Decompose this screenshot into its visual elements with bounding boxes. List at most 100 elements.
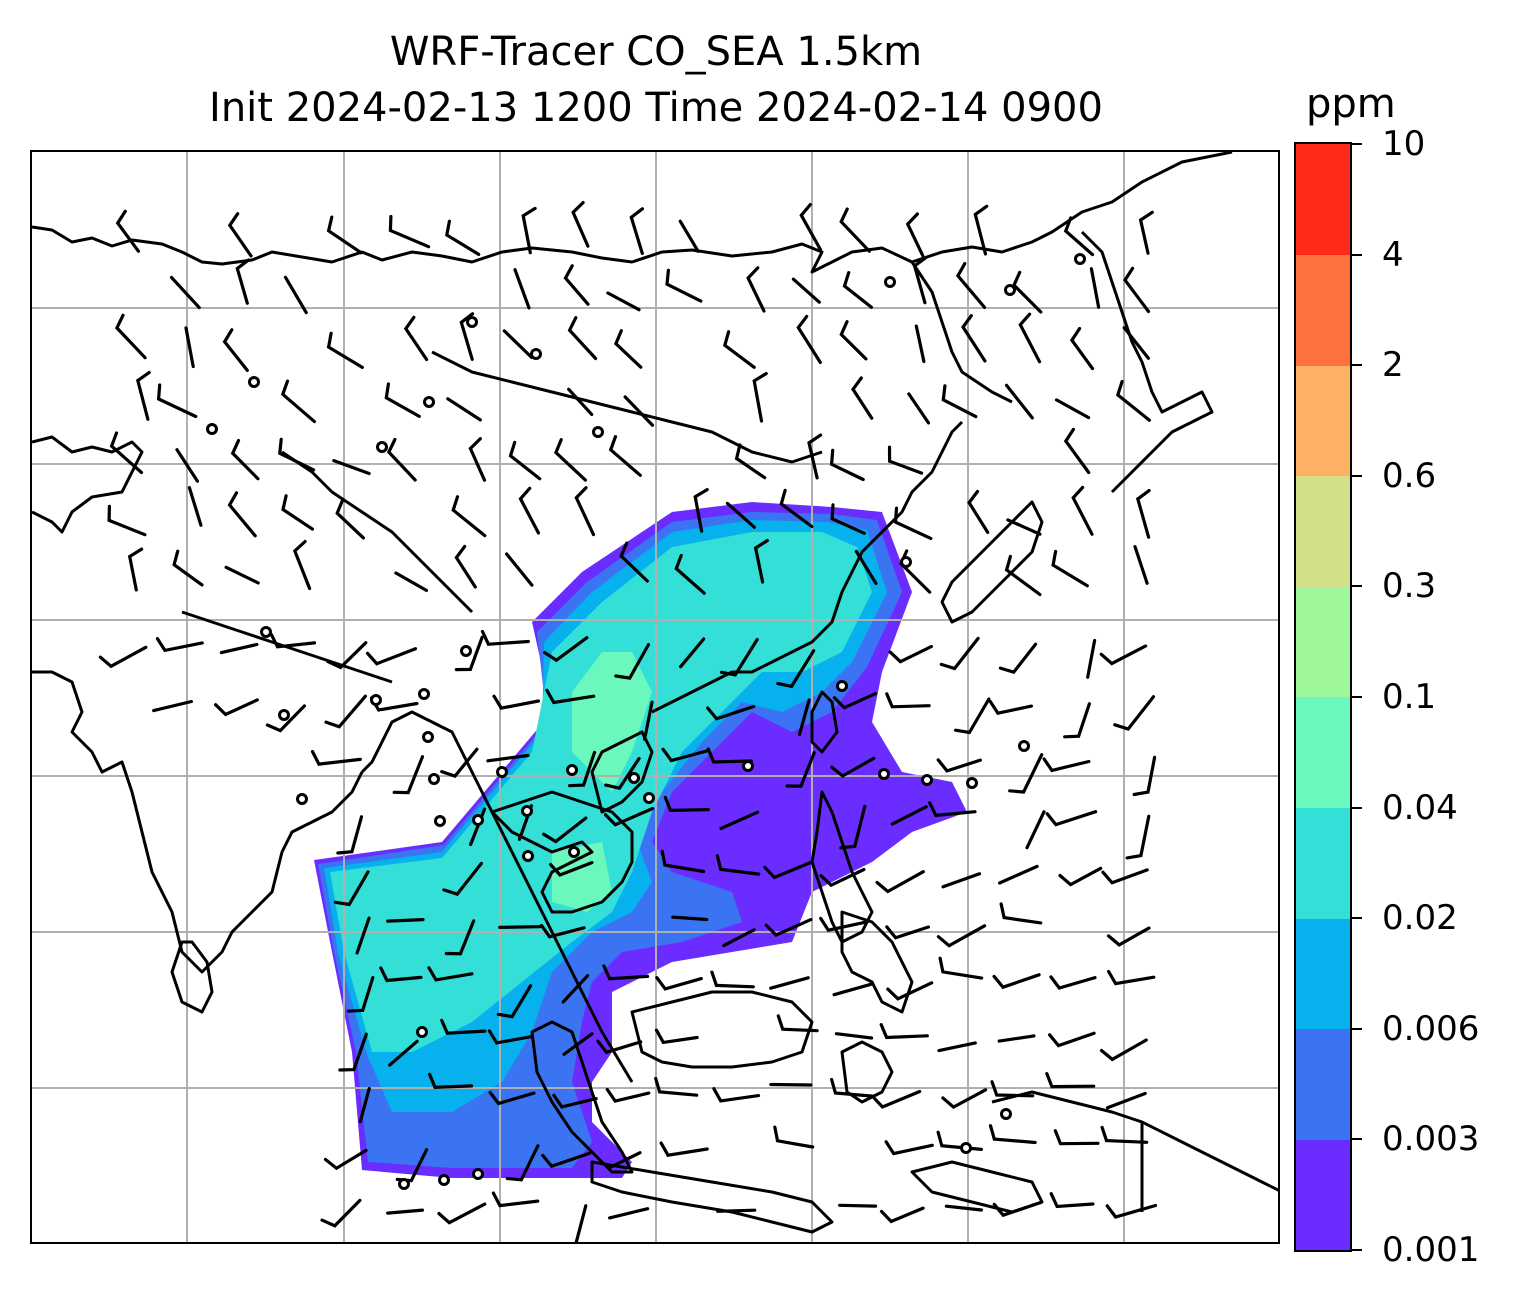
colorbar-tick [1352, 696, 1362, 698]
colorbar-tick-label: 0.006 [1382, 1008, 1480, 1049]
wind-barb [875, 870, 925, 894]
wind-barb [614, 643, 651, 680]
wind-barb [1086, 638, 1097, 679]
plume-level-0.04-b [552, 842, 612, 912]
wind-barb [1058, 866, 1103, 887]
wind-barb [446, 397, 482, 422]
wind-barb [776, 649, 816, 689]
wind-barb [1049, 975, 1097, 990]
wind-barb [830, 503, 866, 535]
wind-barb [107, 504, 147, 537]
calm-wind-circle [296, 793, 308, 805]
wind-barb [1063, 702, 1091, 739]
wind-barb [386, 437, 417, 482]
wind-barb [1123, 266, 1151, 314]
wind-barb [488, 1090, 536, 1106]
wind-barb [999, 902, 1043, 925]
colorbar-tick [1352, 1249, 1362, 1251]
wind-barb [1089, 267, 1101, 309]
wind-barb [278, 437, 316, 472]
wind-barb [172, 549, 204, 587]
wind-barb [1105, 1203, 1158, 1219]
wind-barb [998, 642, 1038, 675]
wind-barb [468, 437, 487, 482]
wind-barb [1106, 926, 1151, 947]
wind-barb [819, 867, 866, 888]
wind-barb [936, 1130, 983, 1151]
wind-barb [679, 637, 706, 669]
wind-barb [1054, 398, 1091, 420]
calm-wind-circle [416, 1026, 428, 1038]
map-panel [30, 150, 1280, 1244]
wind-barb [1063, 216, 1095, 257]
wind-barb [1105, 1091, 1147, 1110]
wind-barb [1012, 270, 1043, 314]
wind-barb [1135, 489, 1151, 539]
wind-barb [944, 1204, 983, 1212]
calm-wind-circle [438, 1174, 450, 1186]
wind-barb [797, 698, 811, 737]
colorbar [1294, 142, 1352, 1252]
colorbar-tick-label: 0.04 [1382, 787, 1458, 828]
colorbar-tick-label: 0.02 [1382, 898, 1458, 939]
co-concentration-field [314, 502, 967, 1178]
wind-barb [643, 700, 654, 741]
calm-wind-circle [472, 1168, 484, 1180]
map-title-line-2: Init 2024-02-13 1200 Time 2024-02-14 090… [209, 85, 1103, 131]
map-canvas [32, 152, 1278, 1242]
wind-barb [1101, 868, 1149, 885]
wind-barb [135, 370, 151, 421]
colorbar-segment [1296, 697, 1350, 809]
wind-barb [567, 316, 598, 361]
wind-barb [394, 571, 428, 592]
wind-barb [1099, 1038, 1148, 1062]
wind-barb [660, 849, 706, 874]
wind-barb [655, 976, 703, 991]
wind-barb [890, 805, 928, 826]
wind-barb [320, 1198, 362, 1228]
calm-wind-circles [206, 253, 1086, 1190]
wind-barb [386, 1208, 424, 1215]
wind-barb [365, 647, 418, 666]
wind-barb [214, 698, 259, 717]
wind-barb [992, 1200, 1043, 1218]
calm-wind-circle [960, 1142, 972, 1154]
wind-barb [454, 544, 477, 589]
wind-barb [602, 964, 650, 981]
wind-barb [561, 974, 590, 1004]
wind-barb [553, 438, 587, 482]
wind-barb [799, 203, 822, 252]
wind-barb [235, 258, 250, 305]
wind-barb [710, 970, 755, 989]
wind-barb [769, 1082, 813, 1087]
wind-barb [928, 801, 977, 818]
wind-barb [98, 645, 148, 669]
wind-barb [1045, 1072, 1096, 1089]
wind-barb [574, 1204, 588, 1242]
wind-barb [539, 923, 586, 939]
wind-barb [437, 1202, 487, 1225]
wind-barb [879, 1022, 929, 1040]
calm-wind-circle [878, 768, 890, 780]
wind-barb [1138, 210, 1154, 255]
calm-wind-circle [628, 772, 640, 784]
wind-barb [505, 1144, 540, 1182]
calm-wind-circle [966, 777, 978, 789]
wind-barb [905, 212, 925, 258]
wind-barb [988, 1124, 1037, 1145]
calm-wind-circle [566, 764, 578, 776]
wind-barb [333, 870, 370, 907]
calm-wind-circle [643, 792, 655, 804]
map-title-line-1: WRF-Tracer CO_SEA 1.5km [389, 29, 923, 75]
wind-barb [283, 275, 308, 315]
colorbar-tick-label: 10 [1382, 124, 1426, 164]
wind-barb [888, 644, 933, 664]
wind-barb [671, 915, 709, 922]
wind-barb [1069, 326, 1095, 371]
wind-barb [469, 807, 487, 847]
wind-barb [292, 539, 312, 591]
wind-barb [1133, 545, 1149, 585]
calm-wind-circle [921, 774, 933, 786]
wind-barb [1115, 379, 1151, 422]
colorbar-tick [1352, 917, 1362, 920]
